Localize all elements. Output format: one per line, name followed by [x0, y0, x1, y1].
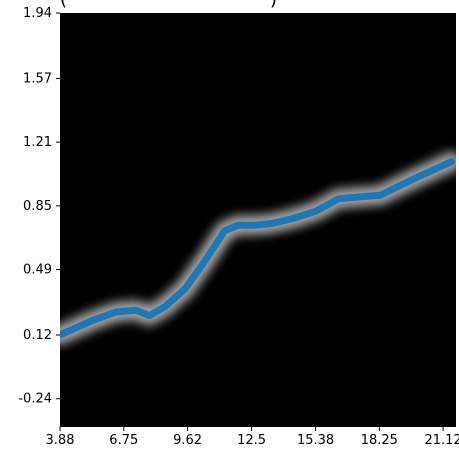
data-point-13 [313, 208, 319, 214]
y-axis-ticks [56, 12, 60, 400]
plot-layer [60, 151, 456, 345]
clipped-title-fragment-right: ) [270, 0, 277, 10]
data-point-10 [251, 223, 256, 228]
data-point-8 [222, 228, 228, 233]
data-point-20 [449, 159, 454, 164]
data-point-6 [182, 286, 188, 292]
x-axis-ticks [59, 427, 444, 431]
data-point-11 [269, 221, 274, 226]
data-point-3 [133, 308, 139, 313]
y-tick-label-1: 1.57 [23, 71, 52, 86]
x-tick-label-1: 6.75 [109, 433, 138, 448]
x-axis-tick-labels: 3.88 6.75 9.62 12.5 15.38 18.25 21.12 [46, 433, 459, 448]
data-point-2 [113, 309, 119, 315]
y-tick-label-5: 0.12 [23, 328, 52, 343]
x-tick-label-3: 12.5 [237, 433, 266, 448]
data-point-0 [60, 332, 63, 338]
x-tick-label-2: 9.62 [173, 433, 202, 448]
data-point-18 [418, 173, 423, 178]
clipped-title-fragment-left: ( [60, 0, 67, 10]
y-tick-label-6: -0.24 [18, 392, 52, 407]
y-tick-label-0: 1.94 [23, 6, 52, 21]
data-point-15 [356, 194, 361, 200]
data-point-1 [89, 318, 94, 324]
data-point-14 [336, 196, 341, 201]
data-point-19 [433, 166, 439, 171]
y-tick-label-4: 0.49 [23, 263, 52, 278]
y-axis-tick-labels: 1.94 1.57 1.21 0.85 0.49 0.12 -0.24 [18, 6, 52, 407]
data-point-16 [378, 193, 383, 198]
x-tick-label-6: 21.12 [425, 433, 459, 448]
x-tick-label-0: 3.88 [46, 433, 75, 448]
x-tick-label-4: 15.38 [297, 433, 334, 448]
y-tick-label-3: 0.85 [23, 199, 52, 214]
y-tick-label-2: 1.21 [23, 135, 52, 150]
x-tick-label-5: 18.25 [361, 433, 398, 448]
data-point-9 [236, 223, 241, 228]
data-point-4 [147, 313, 152, 318]
data-point-5 [162, 304, 168, 309]
data-point-12 [291, 216, 296, 221]
data-point-17 [396, 184, 401, 189]
data-point-7 [200, 262, 205, 267]
